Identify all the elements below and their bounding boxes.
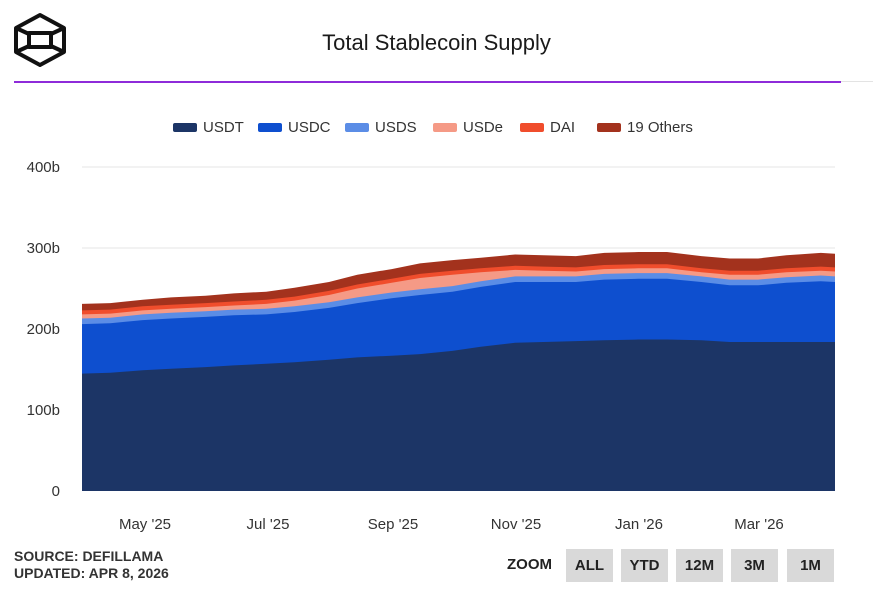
legend-label: USDS	[375, 119, 417, 136]
legend-label: DAI	[550, 119, 575, 136]
y-tick-label: 300b	[27, 240, 60, 257]
y-tick-label: 400b	[27, 159, 60, 176]
legend-label: USDC	[288, 119, 331, 136]
x-tick-label: May '25	[119, 516, 171, 533]
zoom-1m-button[interactable]: 1M	[787, 549, 834, 582]
area-usdt	[82, 339, 835, 491]
zoom-label: ZOOM	[507, 556, 552, 573]
legend-swatch	[520, 123, 544, 132]
y-tick-label: 0	[52, 483, 60, 500]
zoom-12m-button[interactable]: 12M	[676, 549, 723, 582]
the-block-logo[interactable]	[12, 12, 68, 68]
stablecoin-supply-chart: 0 100b 200b 300b 400b May '25 Jul '25 Sep '25 No…	[27, 119, 835, 533]
legend-swatch	[173, 123, 197, 132]
y-tick-label: 100b	[27, 402, 60, 419]
x-tick-label: Mar '26	[734, 516, 784, 533]
legend-swatch	[258, 123, 282, 132]
header-divider-extension	[841, 81, 873, 82]
zoom-ytd-button[interactable]: YTD	[621, 549, 668, 582]
updated-text: UPDATED: APR 8, 2026	[14, 565, 169, 581]
x-tick-label: Jan '26	[615, 516, 663, 533]
legend-label: USDT	[203, 119, 244, 136]
header-divider	[14, 81, 841, 83]
legend-swatch	[597, 123, 621, 132]
legend-swatch	[345, 123, 369, 132]
legend-label: 19 Others	[627, 119, 693, 136]
legend-label: USDe	[463, 119, 503, 136]
x-tick-label: Sep '25	[368, 516, 418, 533]
x-tick-label: Jul '25	[247, 516, 290, 533]
header: Total Stablecoin Supply	[0, 0, 873, 84]
source-note: SOURCE: DEFILLAMA UPDATED: APR 8, 2026	[14, 548, 169, 582]
x-tick-label: Nov '25	[491, 516, 541, 533]
zoom-all-button[interactable]: ALL	[566, 549, 613, 582]
legend: USDT USDC USDS USDe DAI 19 Others	[173, 119, 693, 136]
page-title: Total Stablecoin Supply	[322, 30, 551, 55]
zoom-3m-button[interactable]: 3M	[731, 549, 778, 582]
y-tick-label: 200b	[27, 321, 60, 338]
source-text: SOURCE: DEFILLAMA	[14, 548, 164, 564]
legend-swatch	[433, 123, 457, 132]
